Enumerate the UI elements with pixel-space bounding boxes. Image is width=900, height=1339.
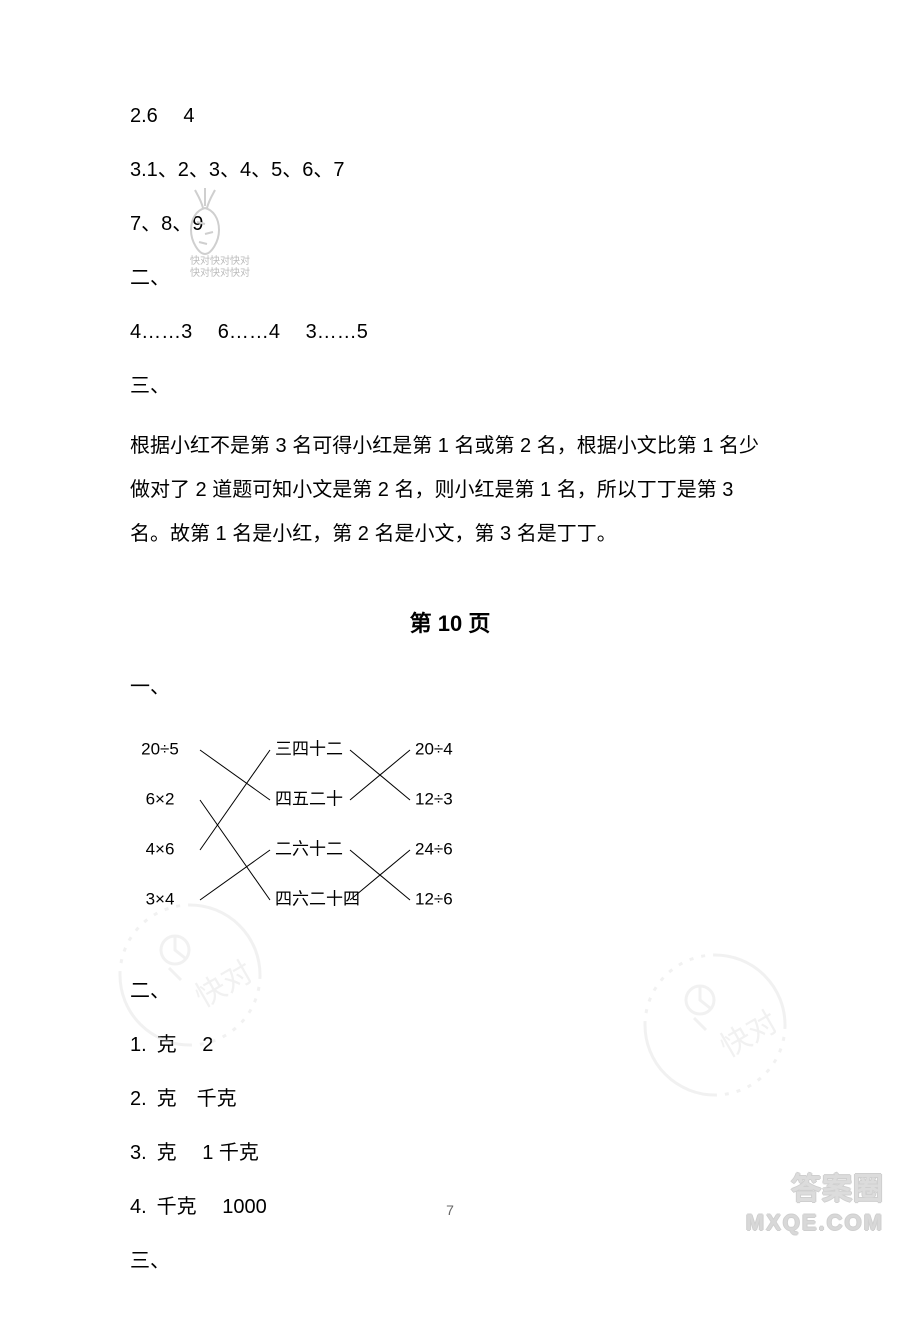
diagram-edge	[200, 800, 270, 900]
diagram-label: 24÷6	[415, 840, 453, 859]
section-heading: 一、	[130, 671, 770, 703]
diagram-label: 12÷3	[415, 790, 453, 809]
diagram-edge	[200, 850, 270, 900]
diagram-label: 三四十二	[275, 740, 343, 759]
section-heading: 三、	[130, 370, 770, 402]
section-heading: 二、	[130, 975, 770, 1007]
diagram-svg: 20÷5 三四十二 20÷4 6×2 四五二十 12÷3 4×6 二六十二 24÷6 3×4 四六二…	[125, 725, 485, 945]
diagram-edge	[200, 750, 270, 850]
page-content: 2.6 4 3.1、2、3、4、5、6、7 7、8、9 二、 4……3 6……4…	[0, 0, 900, 1339]
diagram-label: 6×2	[146, 790, 175, 809]
diagram-label: 4×6	[146, 840, 175, 859]
diagram-edge	[200, 750, 270, 800]
diagram-label: 20÷4	[415, 740, 453, 759]
diagram-label: 12÷6	[415, 890, 453, 909]
text-line: 1. 克 2	[130, 1029, 770, 1061]
diagram-label: 四五二十	[275, 790, 343, 809]
page-number: 7	[0, 1202, 900, 1218]
text-line: 7、8、9	[130, 208, 770, 240]
text-line: 3.1、2、3、4、5、6、7	[130, 154, 770, 186]
text-line: 3. 克 1 千克	[130, 1137, 770, 1169]
paragraph: 根据小红不是第 3 名可得小红是第 1 名或第 2 名，根据小文比第 1 名少做…	[130, 424, 770, 556]
text-line: 2. 克 千克	[130, 1083, 770, 1115]
diagram-label: 3×4	[146, 890, 175, 909]
section-heading: 三、	[130, 1245, 770, 1277]
matching-diagram: 20÷5 三四十二 20÷4 6×2 四五二十 12÷3 4×6 二六十二 24÷6 3×4 四六二…	[125, 725, 770, 955]
text-line: 2.6 4	[130, 100, 770, 132]
diagram-label: 二六十二	[275, 840, 343, 859]
text-line: 4……3 6……4 3……5	[130, 316, 770, 348]
diagram-label: 20÷5	[141, 740, 179, 759]
page-heading: 第 10 页	[130, 606, 770, 641]
section-heading: 二、	[130, 262, 770, 294]
diagram-label: 四六二十四	[275, 890, 360, 909]
